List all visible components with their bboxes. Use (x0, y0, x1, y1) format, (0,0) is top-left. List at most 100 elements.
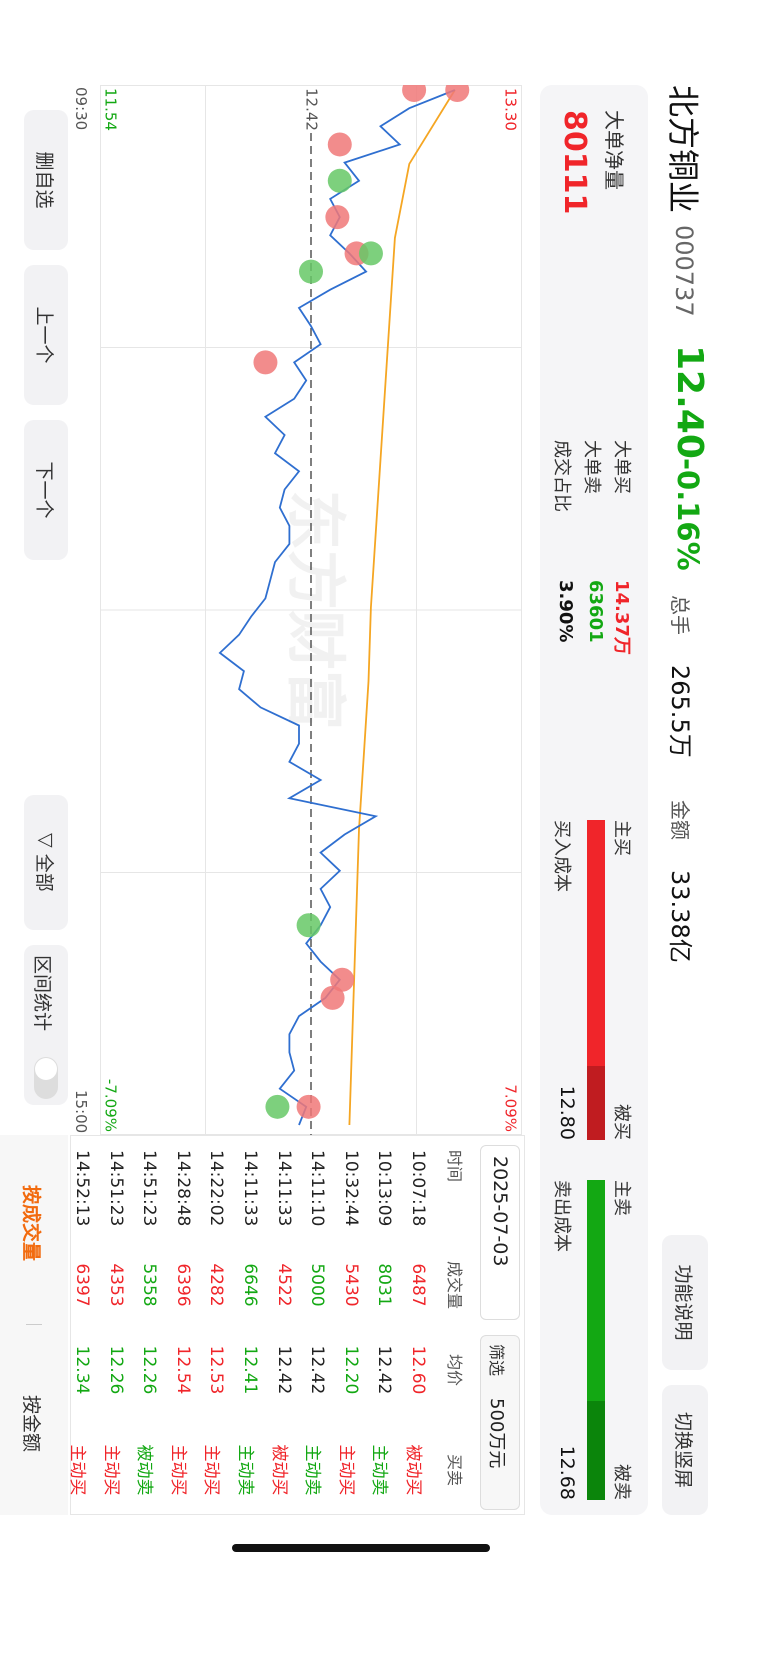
table-cell: 6487 (408, 1263, 428, 1307)
table-cell: 14:28:48 (172, 1150, 193, 1227)
stock-name: 北方铜业 (664, 85, 702, 214)
table-cell: 5358 (139, 1263, 160, 1307)
y2-tick-label: 7.09% (502, 1084, 520, 1132)
table-cell: 14:11:10 (307, 1150, 328, 1227)
passive-bar (587, 1400, 605, 1500)
table-cell: 6396 (172, 1263, 193, 1307)
filter-all-button[interactable]: ▽ 全部 (24, 795, 68, 930)
cost: 12.68 (556, 1445, 578, 1500)
trade-marker (325, 205, 350, 230)
table-cell: 被动卖 (134, 1444, 155, 1496)
price-line (348, 89, 456, 1126)
trade-marker (253, 350, 278, 375)
table-cell: 5000 (307, 1263, 328, 1307)
table-cell: 12.26 (139, 1345, 160, 1395)
toggle-knob (35, 1058, 57, 1080)
stock-code: 000737 (670, 225, 698, 317)
table-cell: 主动买 (167, 1444, 188, 1496)
tab-divider (26, 1324, 42, 1325)
table-cell: 12.42 (307, 1345, 328, 1395)
table-cell: 12.26 (105, 1345, 126, 1395)
trade-marker (299, 259, 323, 284)
table-cell: 4282 (206, 1263, 227, 1307)
table-cell: 主动卖 (235, 1444, 255, 1496)
date-select[interactable]: 2025-07-03 (480, 1145, 520, 1320)
y2-tick-label: -7.09% (102, 1079, 120, 1132)
y-tick-label: 13.30 (502, 88, 520, 131)
filter-value: 500万元 (486, 1398, 507, 1469)
table-cell: 14:51:23 (139, 1150, 160, 1227)
net-label: 大单净量 (602, 110, 626, 190)
filter-select[interactable]: 筛选 500万元 (480, 1335, 520, 1510)
trade-marker (320, 985, 345, 1010)
amount-label: 金额 (668, 800, 692, 840)
cost: 12.80 (556, 1085, 578, 1140)
table-cell: 14:52:13 (72, 1150, 92, 1227)
table-cell: 12.41 (240, 1345, 260, 1395)
control-button[interactable]: 删自选 (24, 110, 68, 250)
trade-marker (327, 132, 352, 157)
y-tick-label: 11.54 (102, 88, 120, 131)
trade-marker (296, 913, 321, 938)
watermark: 东方财富 (279, 490, 349, 730)
trade-marker (358, 241, 383, 266)
big-sell-label: 大单卖 (581, 440, 602, 494)
table-cell: 10:07:18 (408, 1150, 428, 1227)
table-header: 均价 (445, 1353, 464, 1386)
tab[interactable]: 按金额 (20, 1395, 42, 1453)
table-cell: 14:22:02 (206, 1150, 227, 1227)
big-buy: 14.37万 (611, 580, 632, 655)
table-cell: 10:32:44 (340, 1150, 361, 1227)
table-cell: 主动买 (67, 1444, 87, 1496)
table-cell: 12.60 (408, 1345, 428, 1395)
trade-marker (445, 85, 470, 102)
net-value: 80111 (557, 110, 592, 215)
x-label: 15:00 (72, 1090, 90, 1134)
table-cell: 被动买 (403, 1444, 423, 1496)
tab[interactable]: 按成交量 (20, 1185, 42, 1262)
ratio: 3.90% (555, 580, 576, 643)
table-cell: 14:11:33 (273, 1150, 294, 1227)
table-cell: 14:11:33 (240, 1150, 260, 1227)
table-cell: 10:13:09 (374, 1150, 395, 1227)
passive-label: 被卖 (611, 1464, 632, 1500)
price: 12.40 (669, 345, 710, 459)
table-cell: 被动买 (268, 1444, 289, 1496)
table-cell: 12.20 (340, 1345, 361, 1395)
amount: 33.38亿 (666, 870, 694, 963)
table-cell: 12.54 (172, 1345, 193, 1395)
table-header: 买卖 (445, 1453, 464, 1486)
table-cell: 4353 (105, 1263, 126, 1307)
trade-marker (327, 168, 352, 193)
active-bar (587, 820, 605, 1067)
table-cell: 12.42 (374, 1345, 395, 1395)
x-label: 09:30 (72, 87, 90, 131)
table-cell: 12.42 (273, 1345, 294, 1395)
table-cell: 12.34 (72, 1345, 92, 1395)
passive-label: 被买 (611, 1104, 632, 1140)
table-cell: 主动卖 (302, 1444, 323, 1496)
control-button[interactable]: 上一个 (24, 265, 68, 405)
home-indicator (232, 1544, 490, 1552)
change: -0.16% (671, 458, 705, 571)
table-cell: 主动买 (100, 1444, 121, 1496)
volume-label: 总手 (668, 595, 692, 635)
active-bar (587, 1180, 605, 1401)
trade-marker (265, 1094, 290, 1119)
table-cell: 主动卖 (369, 1444, 390, 1496)
table-cell: 5430 (340, 1263, 361, 1307)
volume: 265.5万 (666, 665, 694, 758)
y-tick-label: 12.42 (303, 88, 321, 131)
trade-marker (402, 85, 427, 102)
table-cell: 6646 (240, 1263, 260, 1307)
table-header: 时间 (445, 1150, 464, 1183)
range-stats[interactable]: 区间统计 (24, 945, 68, 1105)
help-button[interactable]: 功能说明 (662, 1235, 708, 1370)
orientation-button[interactable]: 切换竖屏 (662, 1385, 708, 1515)
chart: 东方财富 13.30 12.42 11.54 7.09% -7.09% (100, 85, 522, 1135)
passive-bar (587, 1066, 605, 1140)
control-button[interactable]: 下一个 (24, 420, 68, 560)
big-buy-label: 大单买 (611, 440, 632, 494)
table-cell: 12.53 (206, 1345, 227, 1395)
